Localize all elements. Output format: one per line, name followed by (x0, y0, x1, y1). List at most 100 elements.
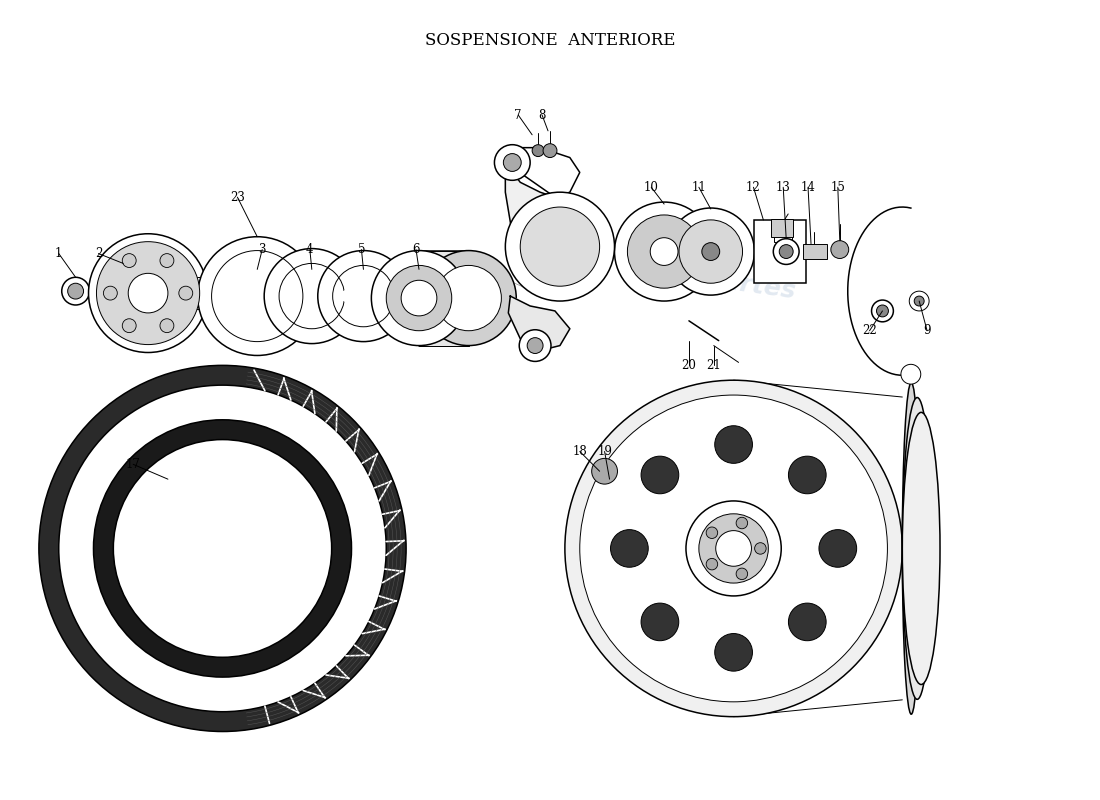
Text: 9: 9 (923, 324, 931, 338)
Bar (774, 222, 792, 242)
Circle shape (592, 458, 617, 484)
Text: 17: 17 (125, 458, 141, 471)
Circle shape (372, 250, 466, 346)
Circle shape (62, 278, 89, 305)
Circle shape (527, 338, 543, 354)
Circle shape (686, 501, 781, 596)
Circle shape (755, 542, 766, 554)
Circle shape (698, 514, 768, 583)
Circle shape (641, 456, 679, 494)
Text: europartes: europartes (204, 526, 361, 571)
Text: 20: 20 (682, 359, 696, 372)
Circle shape (715, 426, 752, 463)
Bar (771, 219, 793, 237)
Circle shape (504, 154, 521, 171)
Circle shape (901, 364, 921, 384)
Circle shape (129, 274, 168, 313)
Text: 13: 13 (776, 181, 791, 194)
Circle shape (532, 145, 544, 157)
Polygon shape (508, 296, 570, 350)
Circle shape (679, 220, 743, 283)
Text: 4: 4 (306, 243, 313, 256)
Circle shape (160, 318, 174, 333)
Circle shape (789, 603, 826, 641)
Circle shape (650, 238, 678, 266)
Text: europartes: europartes (640, 258, 798, 304)
Circle shape (610, 530, 648, 567)
Circle shape (160, 254, 174, 267)
Circle shape (94, 420, 352, 677)
Circle shape (641, 603, 679, 641)
Circle shape (716, 530, 751, 566)
Text: 19: 19 (597, 445, 612, 458)
Circle shape (520, 207, 600, 286)
Text: 22: 22 (862, 324, 877, 338)
Text: 15: 15 (830, 181, 845, 194)
Circle shape (706, 558, 717, 570)
Circle shape (877, 305, 889, 317)
Circle shape (702, 242, 719, 261)
Circle shape (871, 300, 893, 322)
Circle shape (565, 380, 902, 717)
Circle shape (68, 283, 84, 299)
Circle shape (543, 144, 557, 158)
Text: 6: 6 (412, 243, 420, 256)
Circle shape (103, 286, 118, 300)
Circle shape (789, 456, 826, 494)
Bar (342, 291, 362, 301)
Circle shape (494, 145, 530, 180)
Circle shape (519, 330, 551, 362)
Circle shape (627, 215, 701, 288)
Circle shape (914, 296, 924, 306)
Bar (755, 220, 806, 283)
Bar (803, 244, 827, 259)
Bar (664, 242, 711, 261)
Circle shape (773, 238, 799, 265)
Circle shape (779, 245, 793, 258)
Circle shape (113, 439, 332, 658)
Circle shape (736, 568, 748, 579)
Text: europartes: europartes (640, 526, 798, 571)
Circle shape (39, 366, 406, 731)
Text: 12: 12 (746, 181, 761, 194)
Text: 5: 5 (358, 243, 365, 256)
Ellipse shape (902, 398, 932, 699)
Bar (148, 278, 220, 309)
Text: 2: 2 (95, 247, 102, 260)
Text: 1: 1 (55, 247, 63, 260)
Circle shape (318, 250, 409, 342)
Circle shape (122, 254, 136, 267)
Text: 7: 7 (515, 109, 522, 122)
Circle shape (436, 266, 502, 330)
Circle shape (402, 280, 437, 316)
Text: SOSPENSIONE  ANTERIORE: SOSPENSIONE ANTERIORE (425, 32, 675, 49)
Text: 14: 14 (801, 181, 815, 194)
Circle shape (910, 291, 930, 311)
Circle shape (818, 530, 857, 567)
Bar (419, 250, 469, 346)
Text: 3: 3 (258, 243, 266, 256)
Circle shape (122, 318, 136, 333)
Ellipse shape (902, 382, 921, 714)
Polygon shape (505, 162, 609, 296)
Circle shape (830, 241, 849, 258)
Circle shape (706, 527, 717, 538)
Circle shape (715, 634, 752, 671)
Text: 11: 11 (692, 181, 706, 194)
Text: 8: 8 (538, 109, 546, 122)
Circle shape (421, 250, 516, 346)
Circle shape (615, 202, 714, 301)
Circle shape (58, 385, 386, 712)
Ellipse shape (902, 412, 940, 685)
Polygon shape (505, 148, 580, 197)
Circle shape (264, 249, 360, 343)
Text: 23: 23 (230, 190, 245, 204)
Text: europartes: europartes (204, 258, 361, 304)
Circle shape (198, 237, 317, 355)
Circle shape (179, 286, 192, 300)
Text: 10: 10 (644, 181, 659, 194)
Circle shape (88, 234, 208, 353)
Circle shape (580, 395, 888, 702)
Circle shape (667, 208, 755, 295)
Circle shape (736, 518, 748, 529)
